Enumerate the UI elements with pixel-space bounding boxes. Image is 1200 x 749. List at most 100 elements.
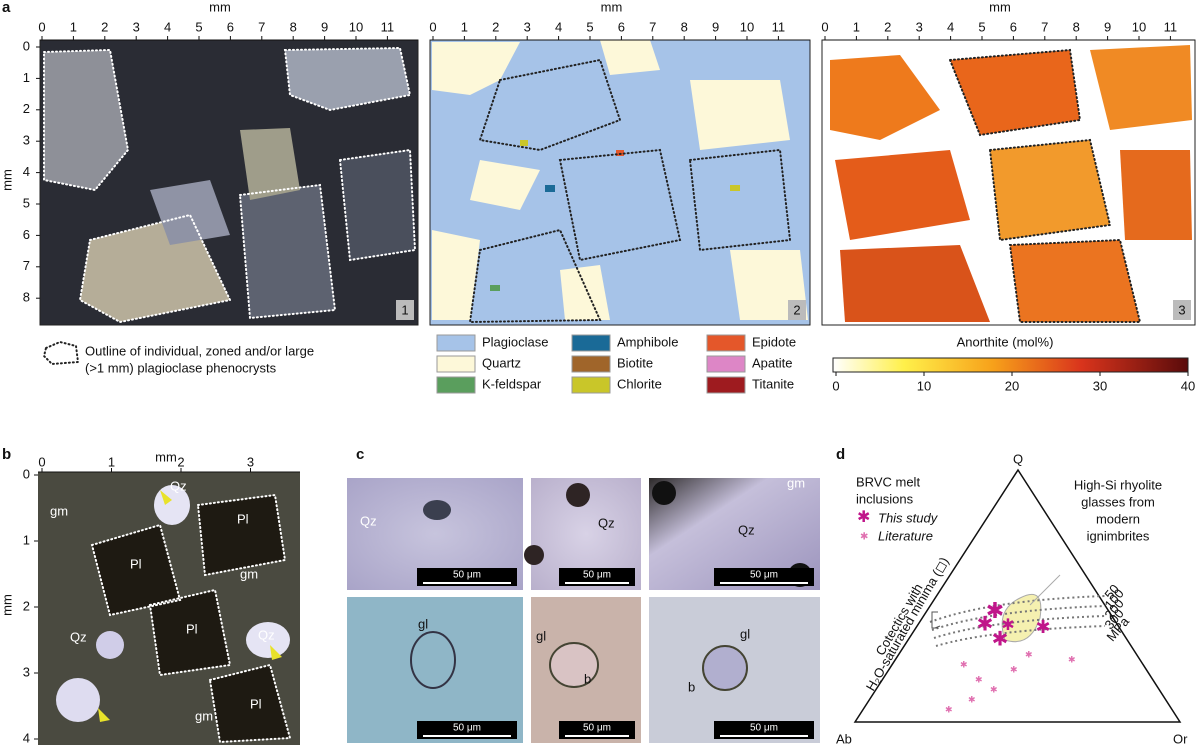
panel-label: c xyxy=(356,446,364,463)
scale-bar-box xyxy=(714,568,814,586)
vertex-label: Or xyxy=(1173,731,1188,746)
outline-legend: (>1 mm) plagioclase phenocrysts xyxy=(85,360,277,375)
scale-bar-box xyxy=(559,721,635,739)
x-tick-label: 10 xyxy=(349,19,363,34)
scale-bar-box xyxy=(417,568,517,586)
colorbar-tick-label: 20 xyxy=(1005,378,1019,393)
map-3 xyxy=(821,39,1196,326)
x-tick-label: 11 xyxy=(772,19,786,34)
x-tick-label: 0 xyxy=(38,19,45,34)
x-tick-label: 9 xyxy=(712,19,719,34)
x-tick-label: 1 xyxy=(461,19,468,34)
map-number: 3 xyxy=(1178,302,1185,317)
map-number-box xyxy=(788,300,806,320)
colorbar xyxy=(832,357,1189,373)
svg-text:✱: ✱ xyxy=(1025,649,1033,659)
photo-label: gm xyxy=(50,503,68,518)
cotectic-label: H₂O-saturated minima (◻) xyxy=(863,555,952,694)
photo-label: b xyxy=(584,671,591,686)
map-number: 1 xyxy=(401,302,408,317)
y-axis-label: mm xyxy=(0,594,14,616)
legend-label: K-feldspar xyxy=(482,376,542,391)
scale-label: 50 μm xyxy=(583,570,611,581)
x-tick-label: 11 xyxy=(381,19,395,34)
colorbar-tick-label: 40 xyxy=(1181,378,1195,393)
x-tick-label: 3 xyxy=(524,19,531,34)
annotation: modern xyxy=(1096,511,1140,526)
legend-label: Epidote xyxy=(752,334,796,349)
x-tick-label: 10 xyxy=(740,19,754,34)
legend-swatch xyxy=(571,355,611,373)
x-tick-label: 0 xyxy=(821,19,828,34)
x-tick-label: 8 xyxy=(290,19,297,34)
x-tick-label: 3 xyxy=(133,19,140,34)
y-tick-label: 5 xyxy=(23,195,30,210)
photo-label: Pl xyxy=(237,511,249,526)
legend-swatch xyxy=(571,376,611,394)
y-tick-label: 3 xyxy=(23,664,30,679)
x-tick-label: 5 xyxy=(586,19,593,34)
svg-text:✱: ✱ xyxy=(968,694,976,704)
vertex-label: Ab xyxy=(836,731,852,746)
map-2 xyxy=(429,39,811,326)
x-tick-label: 7 xyxy=(649,19,656,34)
x-tick-label: 8 xyxy=(681,19,688,34)
svg-text:✱: ✱ xyxy=(986,598,1004,623)
svg-text:✱: ✱ xyxy=(1001,617,1014,634)
x-tick-label: 11 xyxy=(1164,19,1178,34)
svg-text:✱: ✱ xyxy=(1010,664,1018,674)
scale-bar-box xyxy=(714,721,814,739)
legend-swatch xyxy=(436,376,476,394)
legend-label: Quartz xyxy=(482,355,521,370)
x-tick-label: 4 xyxy=(164,19,171,34)
scale-label: 50 μm xyxy=(453,723,481,734)
scale-label: 50 μm xyxy=(750,570,778,581)
svg-text:✱: ✱ xyxy=(990,684,998,694)
x-tick-label: 3 xyxy=(247,454,254,469)
x-tick-label: 5 xyxy=(978,19,985,34)
y-tick-label: 0 xyxy=(23,38,30,53)
legend-swatch xyxy=(436,334,476,352)
legend-label: Biotite xyxy=(617,355,653,370)
legend-label: Titanite xyxy=(752,376,794,391)
photo-label: b xyxy=(688,679,695,694)
y-tick-label: 6 xyxy=(23,227,30,242)
photo-label: Qz xyxy=(598,515,615,530)
x-axis-label: mm xyxy=(601,0,623,14)
legend-swatch xyxy=(436,355,476,373)
panel-label: d xyxy=(836,446,845,463)
photo-label: gm xyxy=(240,566,258,581)
photo-label: Pl xyxy=(186,621,198,636)
x-tick-label: 3 xyxy=(916,19,923,34)
svg-text:✱: ✱ xyxy=(975,674,983,684)
x-tick-label: 2 xyxy=(101,19,108,34)
y-tick-label: 1 xyxy=(23,532,30,547)
x-tick-label: 4 xyxy=(947,19,954,34)
legend-title: inclusions xyxy=(856,491,914,506)
x-axis-label: mm xyxy=(209,0,231,14)
svg-text:✱: ✱ xyxy=(1068,654,1076,664)
x-tick-label: 9 xyxy=(1104,19,1111,34)
x-tick-label: 0 xyxy=(429,19,436,34)
photo-label: Pl xyxy=(250,696,262,711)
x-tick-label: 6 xyxy=(618,19,625,34)
svg-text:✱: ✱ xyxy=(857,509,870,526)
scale-label: 50 μm xyxy=(583,723,611,734)
y-tick-label: 7 xyxy=(23,258,30,273)
legend-label: Plagioclase xyxy=(482,334,549,349)
legend-label: Apatite xyxy=(752,355,792,370)
y-tick-label: 4 xyxy=(23,164,30,179)
legend-swatch xyxy=(706,376,746,394)
legend-swatch xyxy=(706,355,746,373)
y-tick-label: 2 xyxy=(23,101,30,116)
x-tick-label: 2 xyxy=(492,19,499,34)
legend-label: Literature xyxy=(878,528,933,543)
x-tick-label: 10 xyxy=(1132,19,1146,34)
svg-text:✱: ✱ xyxy=(992,628,1009,650)
photo-label: gl xyxy=(740,626,750,641)
x-tick-label: 4 xyxy=(555,19,562,34)
x-axis-label: mm xyxy=(989,0,1011,14)
svg-text:✱: ✱ xyxy=(860,532,868,543)
ternary: ✱ ✱ ✱ ✱ ✱ ✱ ✱ ✱ ✱ ✱ ✱ ✱ ✱ ✱ ✱ xyxy=(853,468,1182,723)
outline-icon xyxy=(42,340,80,366)
